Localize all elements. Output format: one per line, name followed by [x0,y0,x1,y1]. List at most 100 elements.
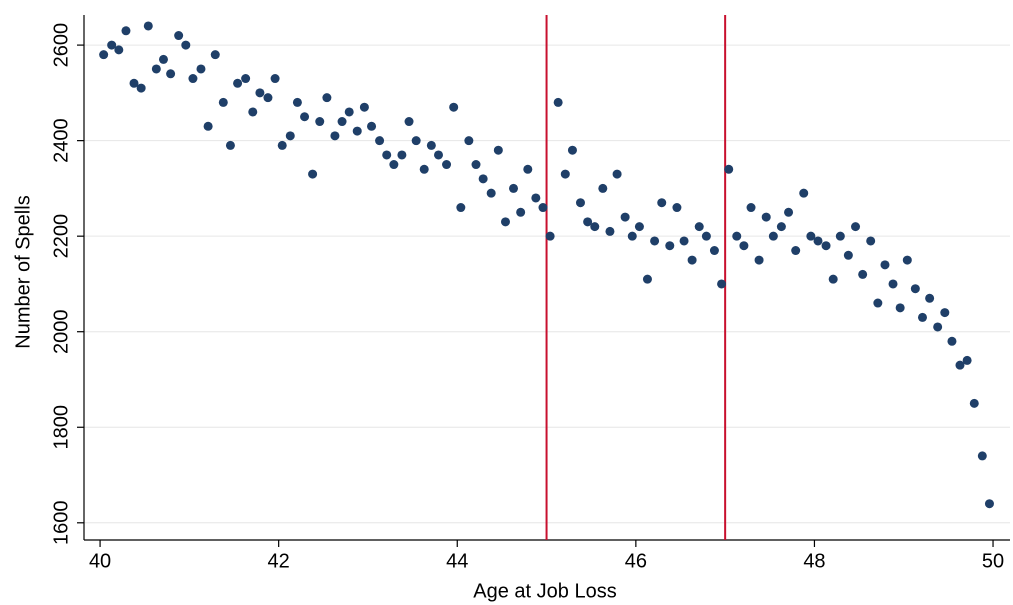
point [888,279,898,289]
point [538,203,548,213]
point [478,174,488,184]
point [717,279,727,289]
point [203,121,213,131]
point [442,160,452,170]
y-tick-label: 1600 [50,501,72,546]
point [263,93,273,103]
point [493,145,503,155]
point [129,78,139,88]
point [500,217,510,227]
y-tick-label: 1800 [50,405,72,450]
point [746,203,756,213]
x-tick-label: 44 [446,550,468,572]
point [516,207,526,217]
point [828,274,838,284]
point [218,97,228,107]
point [359,102,369,112]
point [634,222,644,232]
point [523,164,533,174]
point [575,198,585,208]
point [308,169,318,179]
x-tick-label: 46 [625,550,647,572]
point [732,231,742,241]
point [895,303,905,313]
point [940,308,950,318]
point [136,83,146,93]
point [449,102,459,112]
point [598,183,608,193]
point [382,150,392,160]
x-tick-label: 50 [982,550,1004,572]
point [255,88,265,98]
point [114,45,124,55]
point [761,212,771,222]
point [174,31,184,41]
point [955,360,965,370]
point [799,188,809,198]
point [545,231,555,241]
point [434,150,444,160]
y-tick-label: 2400 [50,118,72,163]
point [181,40,191,50]
x-axis-label: Age at Job Loss [473,580,616,602]
point [843,250,853,260]
point [672,203,682,213]
point [694,222,704,232]
point [962,355,972,365]
y-axis-label: Number of Spells [12,195,34,348]
point [404,117,414,127]
point [642,274,652,284]
point [590,222,600,232]
point [285,131,295,141]
y-tick-label: 2000 [50,309,72,354]
point [248,107,258,117]
point [188,74,198,84]
point [270,74,280,84]
point [902,255,912,265]
point [701,231,711,241]
point [158,54,168,64]
point [292,97,302,107]
point [858,269,868,279]
point [627,231,637,241]
point [917,312,927,322]
point [553,97,563,107]
point [768,231,778,241]
point [620,212,630,222]
point [583,217,593,227]
point [813,236,823,246]
point [464,136,474,146]
point [776,222,786,232]
point [196,64,206,74]
point [344,107,354,117]
x-tick-label: 48 [803,550,825,572]
point [657,198,667,208]
point [471,160,481,170]
point [754,255,764,265]
point [612,169,622,179]
point [947,336,957,346]
point [375,136,385,146]
point [687,255,697,265]
point [665,241,675,251]
point [107,40,117,50]
point [241,74,251,84]
point [337,117,347,127]
point [560,169,570,179]
point [411,136,421,146]
point [679,236,689,246]
point [121,26,131,36]
point [509,183,519,193]
point [99,50,109,60]
point [851,222,861,232]
point [143,21,153,31]
x-tick-label: 42 [268,550,290,572]
point [277,140,287,150]
point [650,236,660,246]
point [210,50,220,60]
point [456,203,466,213]
point [933,322,943,332]
point [724,164,734,174]
point [322,93,332,103]
point [806,231,816,241]
